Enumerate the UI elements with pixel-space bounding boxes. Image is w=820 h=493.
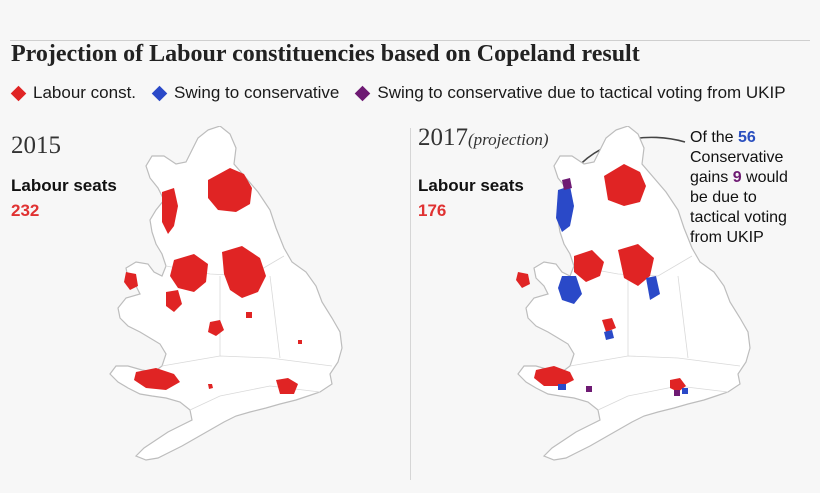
legend-label-conservative: Swing to conservative [174, 83, 340, 102]
area-yorkshire [618, 244, 654, 286]
map-2015-labour-areas [124, 168, 302, 394]
area-midlands [602, 318, 616, 332]
seats-value-2017: 176 [418, 201, 447, 220]
chart-title: Projection of Labour constituencies base… [11, 41, 640, 67]
annotation-total-gains: 56 [738, 129, 756, 146]
legend-item-labour: Labour const. [10, 83, 137, 103]
area-south-wales [534, 366, 574, 386]
area-bristol [208, 384, 213, 389]
map-2015 [109, 126, 343, 461]
legend-label-labour: Labour const. [33, 83, 137, 102]
ukip-diamond-icon [355, 85, 371, 101]
area-north-east [208, 168, 252, 212]
seats-label-2017: Labour seats [418, 176, 524, 195]
area-wales-swing [558, 384, 566, 390]
seats-value-2015: 232 [11, 201, 40, 220]
map-2017-labour-areas [516, 164, 686, 392]
area-london-ukip [674, 390, 680, 396]
area-nottingham [246, 312, 252, 318]
legend-item-ukip: Swing to conservative due to tactical vo… [355, 83, 786, 103]
legend: Labour const. Swing to conservative Swin… [10, 83, 786, 103]
area-cumbria-swing [556, 186, 574, 232]
annotation-prefix: Of the [690, 129, 739, 146]
area-cumbria [162, 188, 178, 234]
area-manchester [170, 254, 208, 292]
area-copeland-ukip [562, 178, 572, 190]
area-london-swing [682, 388, 688, 394]
area-norwich [298, 340, 302, 344]
area-yorkshire [222, 246, 266, 298]
area-midlands [208, 320, 224, 336]
area-south-wales [134, 368, 180, 390]
panel-2017-year: 2017(projection) [418, 124, 549, 152]
area-north-wales [516, 272, 530, 288]
seats-label-2015: Labour seats [11, 176, 117, 195]
labour-diamond-icon [10, 85, 27, 101]
year-2017-text: 2017 [418, 124, 468, 151]
area-yorkshire-swing [646, 276, 660, 300]
panel-2015-year: 2015 [11, 132, 61, 160]
area-lancashire-swing [558, 276, 582, 304]
area-wales-ukip [586, 386, 592, 392]
year-2015-text: 2015 [11, 132, 61, 159]
annotation-suffix: would be due to tactical voting from UKI… [690, 169, 788, 246]
map-2017 [516, 126, 751, 461]
map-2017-ukip-tactical-areas [562, 178, 680, 396]
annotation-middle: Conservative gains [690, 149, 784, 186]
area-midlands-swing [604, 330, 614, 340]
area-north-wales [124, 272, 138, 290]
top-rule [10, 40, 810, 41]
tactical-voting-annotation: Of the 56 Conservative gains 9 would be … [690, 128, 810, 248]
panel-divider [410, 128, 411, 480]
legend-item-conservative: Swing to conservative [151, 83, 340, 103]
conservative-diamond-icon [151, 85, 168, 101]
annotation-tactical-count: 9 [732, 169, 742, 186]
map-2017-conservative-swing-areas [556, 186, 688, 394]
area-manchester [574, 250, 604, 282]
projection-subtitle: (projection) [468, 130, 549, 149]
legend-label-ukip: Swing to conservative due to tactical vo… [377, 83, 786, 102]
area-north-east [604, 164, 646, 206]
area-liverpool [166, 290, 182, 312]
area-london [276, 378, 298, 394]
